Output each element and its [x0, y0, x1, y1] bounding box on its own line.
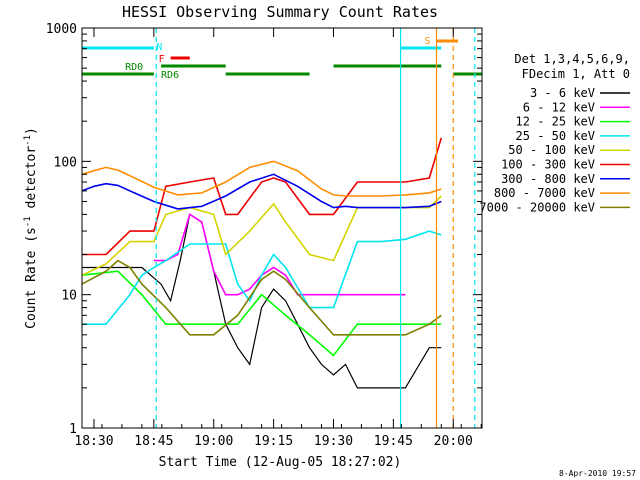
y-axis: 1 10 100 1000 — [46, 22, 482, 437]
series-line-0 — [82, 213, 442, 389]
x-tick-label: 19:00 — [194, 434, 233, 449]
chart-title: HESSI Observing Summary Count Rates — [122, 3, 438, 21]
flag-label-n: N — [156, 42, 162, 53]
legend-label-7: 800 - 7000 keV — [494, 186, 595, 200]
legend-label-1: 6 - 12 keV — [523, 100, 595, 114]
legend-label-8: 7000 - 20000 keV — [479, 200, 595, 214]
x-tick-label: 20:00 — [434, 434, 473, 449]
y-tick-label: 10 — [61, 289, 77, 304]
series-line-8 — [81, 259, 442, 336]
legend-label-5: 100 - 300 keV — [501, 158, 595, 172]
y-label-exp-2: -1 — [23, 135, 33, 146]
series-line-7 — [81, 160, 442, 197]
legend-header-1: Det 1,3,4,5,6,9, — [514, 52, 630, 66]
flag-label-rd0: RD0 — [125, 62, 143, 73]
y-tick-label: 1 — [69, 422, 77, 437]
plot-frame — [81, 27, 483, 429]
x-tick-label: 18:45 — [134, 434, 173, 449]
y-axis-label: Count Rate (s-1 detector-1) — [23, 127, 39, 329]
x-tick-label: 19:30 — [314, 434, 353, 449]
legend-label-3: 25 - 50 keV — [516, 129, 595, 143]
y-label-prefix: Count Rate (s — [24, 227, 39, 329]
y-label-mid: detector — [24, 146, 39, 217]
flag-label-rd6: RD6 — [161, 70, 179, 81]
flags-layer: NF RD0 RD6 S — [82, 28, 482, 428]
series-line-5 — [82, 137, 443, 256]
flag-label-f: F — [159, 54, 165, 65]
x-axis: 18:30 18:45 19:00 19:15 19:30 19:45 20:00 — [74, 28, 482, 449]
series-line-2 — [81, 270, 442, 357]
flag-label-s: S — [425, 36, 431, 47]
legend-label-2: 12 - 25 keV — [516, 115, 595, 129]
legend-label-4: 50 - 100 keV — [508, 143, 595, 157]
x-axis-label: Start Time (12-Aug-05 18:27:02) — [159, 455, 402, 470]
y-label-exp: -1 — [23, 216, 33, 227]
x-tick-label: 18:30 — [74, 434, 113, 449]
y-tick-label: 100 — [54, 155, 77, 170]
plot-timestamp: 8-Apr-2010 19:57 — [559, 469, 636, 478]
series-layer — [81, 137, 443, 389]
legend-label-0: 3 - 6 keV — [530, 86, 595, 100]
x-tick-label: 19:15 — [254, 434, 293, 449]
series-line-1 — [153, 213, 406, 296]
legend-header-2: FDecim 1, Att 0 — [522, 67, 630, 81]
legend-label-6: 300 - 800 keV — [501, 172, 595, 186]
legend: Det 1,3,4,5,6,9, FDecim 1, Att 0 3 - 6 k… — [479, 52, 630, 214]
y-label-suffix: ) — [24, 127, 39, 135]
y-tick-label: 1000 — [46, 22, 77, 37]
x-tick-label: 19:45 — [374, 434, 413, 449]
series-line-6 — [81, 173, 442, 210]
series-line-3 — [82, 230, 442, 326]
